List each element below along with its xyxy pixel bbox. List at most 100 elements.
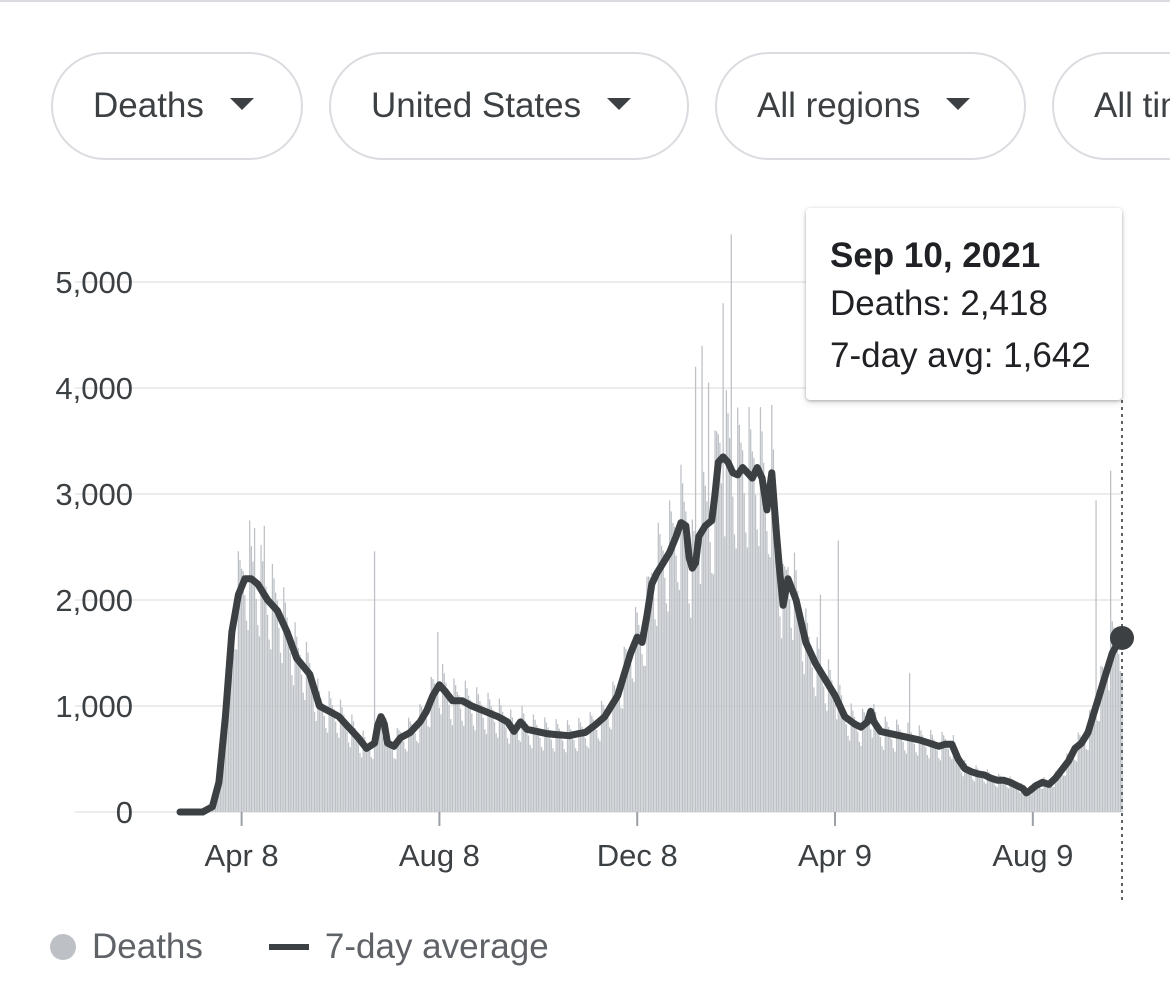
deaths-bar [323,715,325,812]
tooltip-deaths-row: Deaths: 2,418 [830,278,1122,330]
deaths-bar [1059,769,1062,812]
deaths-bar [641,654,643,812]
deaths-bar [287,627,290,812]
deaths-bar [322,702,324,812]
deaths-bar [231,622,233,812]
deaths-bar [1058,770,1060,812]
deaths-bar [521,706,523,812]
deaths-bar [427,726,429,812]
deaths-bar [902,741,904,812]
deaths-bar [662,550,664,812]
deaths-bar [811,667,813,812]
deaths-bar [275,592,277,812]
deaths-bar [258,636,261,812]
deaths-bar [1092,708,1094,812]
deaths-bar [996,787,998,812]
chevron-down-icon [229,98,254,110]
deaths-bar [579,722,582,812]
deaths-bar [887,726,890,812]
deaths-bar [826,710,828,812]
deaths-bar [451,725,454,812]
deaths-bar [626,651,629,812]
deaths-bar [735,548,737,812]
deaths-bar [733,534,736,812]
deaths-bar [553,751,556,812]
deaths-bar [980,772,982,812]
deaths-bar [450,718,452,812]
location-dropdown[interactable]: United States [329,52,689,160]
deaths-bar [372,759,374,812]
deaths-bar [339,699,342,812]
deaths-bar [905,753,907,812]
deaths-bar [766,531,768,812]
deaths-bar [1040,788,1042,812]
chevron-down-icon [946,98,971,110]
deaths-bar [868,723,870,812]
deaths-bar [596,729,598,812]
deaths-bar [639,632,642,812]
deaths-bar [785,569,788,812]
deaths-bar [889,729,891,812]
deaths-bar [422,708,424,812]
deaths-bar [557,723,559,812]
deaths-bar [884,716,886,812]
deaths-bar [268,639,270,812]
deaths-bar [592,719,595,812]
region-dropdown[interactable]: All regions [715,52,1026,160]
metric-dropdown[interactable]: Deaths [51,52,303,160]
deaths-bar [669,500,671,812]
x-tick-label: Aug 9 [992,838,1073,873]
deaths-bar [865,716,867,812]
deaths-bar [792,640,794,812]
deaths-bar [955,750,958,812]
deaths-bar [727,413,729,812]
deaths-bar [354,728,356,812]
deaths-bar [1007,788,1010,812]
deaths-bar [623,646,625,812]
deaths-bar [883,749,885,812]
deaths-bar [938,758,940,812]
deaths-bar [844,711,846,812]
deaths-bar [461,720,463,812]
deaths-bar [445,682,447,812]
deaths-bar [675,555,677,812]
deaths-bar [753,457,755,812]
deaths-bar [568,724,570,812]
deaths-bar [362,730,364,812]
deaths-bar [1082,736,1084,812]
deaths-bar [562,740,564,812]
deaths-bar [780,638,783,812]
deaths-bar [498,698,501,812]
deaths-bar [492,709,494,812]
tooltip-avg-value: 1,642 [1003,336,1091,375]
deaths-bar [505,727,507,812]
deaths-bar [506,738,509,812]
deaths-bar [310,672,312,812]
deaths-bar [571,731,573,812]
deaths-bar [934,741,937,812]
deaths-bar [988,772,990,812]
deaths-bar [631,678,633,812]
deaths-bar [305,641,308,812]
deaths-bar [1114,634,1117,812]
deaths-bar [424,709,426,812]
deaths-chart[interactable]: 0 1,000 2,000 3,000 4,000 5,000 Apr 8 Aug 8 Dec… [0,0,1170,910]
deaths-bar [237,551,240,812]
deaths-bar [1111,621,1113,812]
deaths-bar [931,734,933,812]
deaths-bar [437,631,439,812]
deaths-bar [404,748,406,812]
deaths-bar [236,649,238,812]
deaths-bar [977,768,979,812]
deaths-bar [526,725,528,812]
deaths-bar [946,740,948,812]
deaths-bar [586,745,588,812]
deaths-bar [443,673,445,812]
deaths-bar [1028,794,1031,812]
deaths-bar [456,691,458,812]
time-dropdown[interactable]: All time [1052,52,1170,160]
deaths-bar [790,627,792,812]
deaths-bar [604,708,606,812]
deaths-bar [943,735,945,812]
deaths-bar [558,728,561,812]
